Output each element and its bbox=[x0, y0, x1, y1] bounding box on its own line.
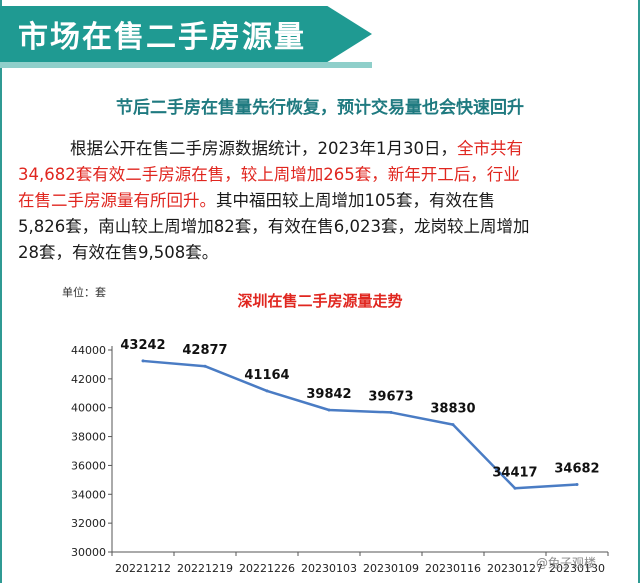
paragraph-line-4: 5,826套，南山较上周增加82套，有效在售6,023套，龙岗较上周增加 bbox=[18, 217, 530, 236]
y-tick-label: 40000 bbox=[71, 402, 106, 415]
data-label: 34417 bbox=[492, 465, 537, 480]
data-point bbox=[327, 408, 331, 412]
paragraph-line-3-text: 其中福田较上周增加105套，有效在售 bbox=[216, 191, 495, 210]
data-point bbox=[575, 482, 579, 486]
x-tick-label: 20230109 bbox=[363, 562, 419, 575]
x-tick-label: 20230127 bbox=[487, 562, 543, 575]
paragraph-line-5: 28套，有效在售9,508套。 bbox=[18, 243, 219, 262]
data-point bbox=[141, 359, 145, 363]
page-subtitle: 节后二手房在售量先行恢复，预计交易量也会快速回升 bbox=[116, 98, 524, 118]
series-line bbox=[142, 359, 578, 490]
data-label: 42877 bbox=[182, 343, 227, 358]
y-tick-label: 44000 bbox=[71, 344, 106, 357]
y-tick-label: 42000 bbox=[71, 373, 106, 386]
y-tick-label: 34000 bbox=[71, 488, 106, 501]
data-label: 41164 bbox=[244, 368, 289, 383]
title-banner bbox=[0, 6, 372, 62]
data-point bbox=[513, 486, 517, 490]
data-point bbox=[265, 389, 269, 393]
x-tick-label: 20221219 bbox=[177, 562, 233, 575]
data-point bbox=[203, 364, 207, 368]
y-tick-label: 30000 bbox=[71, 546, 106, 559]
page-title: 市场在售二手房源量 bbox=[18, 20, 306, 55]
data-point bbox=[389, 410, 393, 414]
x-tick-label: 20230130 bbox=[549, 562, 605, 575]
watermark: @兔子观楼 bbox=[536, 556, 597, 570]
paragraph-line-1-highlight: 全市共有 bbox=[457, 139, 523, 158]
data-label: 38830 bbox=[430, 402, 475, 417]
paragraph-line-3: 在售二手房源量有所回升。其中福田较上周增加105套，有效在售 bbox=[18, 188, 622, 214]
chart-unit-label: 单位：套 bbox=[62, 286, 106, 299]
x-tick-label: 20230116 bbox=[425, 562, 481, 575]
y-tick-label: 38000 bbox=[71, 431, 106, 444]
x-tick-label: 20221226 bbox=[239, 562, 295, 575]
data-label: 39673 bbox=[368, 389, 413, 404]
y-tick-label: 32000 bbox=[71, 517, 106, 530]
summary-paragraph: 根据公开在售二手房源数据统计，2023年1月30日，全市共有 34,682套有效… bbox=[18, 136, 622, 266]
chart-title: 深圳在售二手房源量走势 bbox=[237, 292, 403, 310]
paragraph-line-3-highlight: 在售二手房源量有所回升。 bbox=[18, 191, 216, 210]
x-tick-label: 20230103 bbox=[301, 562, 357, 575]
data-point bbox=[451, 423, 455, 427]
paragraph-line-1: 根据公开在售二手房源数据统计，2023年1月30日，全市共有 bbox=[18, 136, 622, 162]
paragraph-line-2: 34,682套有效二手房源在售，较上周增加265套，新年开工后，行业 bbox=[18, 165, 520, 184]
data-label: 34682 bbox=[554, 461, 599, 476]
data-label: 43242 bbox=[120, 338, 165, 353]
paragraph-line-1-text: 根据公开在售二手房源数据统计，2023年1月30日， bbox=[70, 139, 457, 158]
x-tick-label: 20221212 bbox=[115, 562, 171, 575]
title-banner-shadow bbox=[0, 62, 372, 68]
data-label: 39842 bbox=[306, 387, 351, 402]
y-tick-label: 36000 bbox=[71, 459, 106, 472]
